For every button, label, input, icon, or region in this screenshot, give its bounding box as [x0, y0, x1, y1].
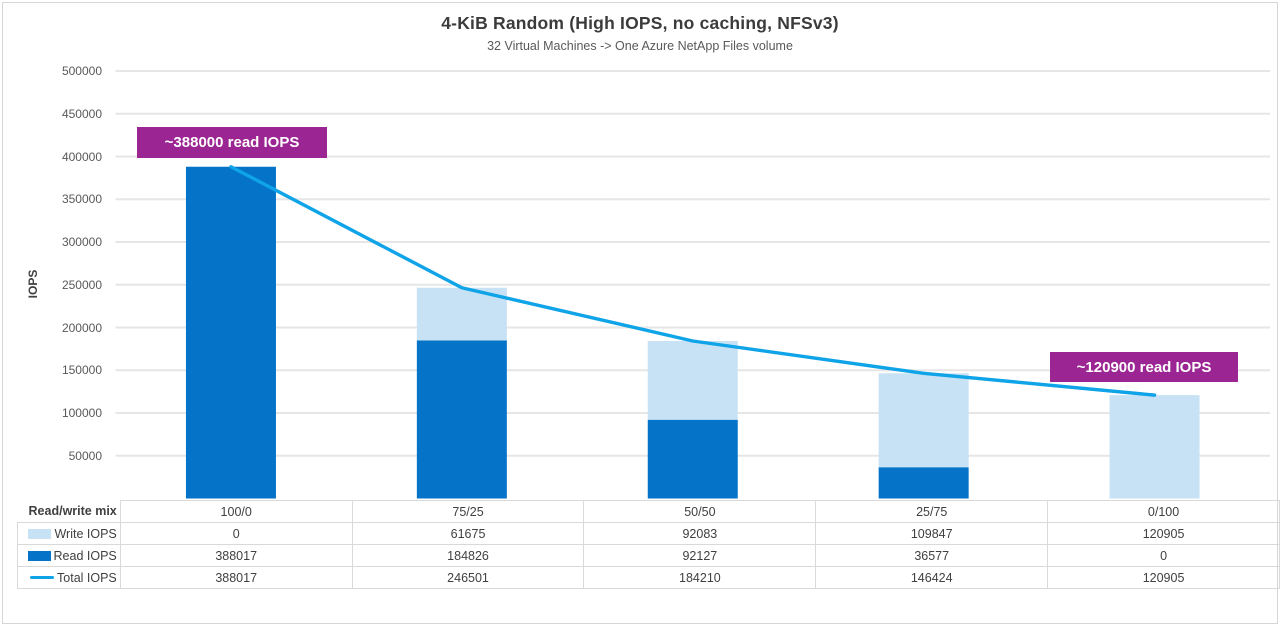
annotation-callout-left: ~388000 read IOPS	[137, 127, 327, 158]
y-tick-label: 400000	[61, 149, 102, 164]
y-tick-label: 500000	[61, 64, 102, 78]
category-cell: 50/50	[583, 500, 817, 523]
category-cell: 25/75	[815, 500, 1049, 523]
read-iops-bar	[878, 467, 969, 499]
y-tick-label: 150000	[61, 363, 102, 378]
value-cell: 92083	[583, 522, 817, 545]
y-tick-label: 450000	[61, 106, 102, 121]
value-cell: 92127	[583, 544, 817, 567]
chart-title: 4-KiB Random (High IOPS, no caching, NFS…	[441, 13, 839, 33]
category-cell: 100/0	[119, 500, 353, 523]
series-label-cell: Write IOPS	[17, 522, 121, 545]
chart-subtitle: 32 Virtual Machines -> One Azure NetApp …	[487, 39, 793, 53]
value-cell: 0	[119, 522, 353, 545]
y-tick-label: 350000	[61, 192, 102, 207]
series-label: Total IOPS	[57, 570, 117, 585]
y-tick-label: 200000	[61, 320, 102, 335]
category-cell: 0/100	[1047, 500, 1280, 523]
value-cell: 146424	[815, 566, 1049, 589]
table-row: Total IOPS 388017 246501 184210 146424 120905	[17, 566, 1280, 589]
y-tick-label: 300000	[61, 235, 102, 249]
read-iops-bar	[185, 166, 276, 499]
value-cell: 388017	[119, 544, 353, 567]
total-iops-line	[229, 165, 1157, 397]
value-cell: 120905	[1047, 566, 1280, 589]
data-table: Read/write mix 100/0 75/25 50/50 25/75 0/100 W…	[17, 500, 1280, 589]
value-cell: 109847	[815, 522, 1049, 545]
value-cell: 36577	[815, 544, 1049, 567]
legend-swatch-write-iops	[28, 528, 52, 539]
read-iops-bar	[647, 419, 738, 499]
series-label: Read IOPS	[53, 548, 117, 563]
series-label: Write IOPS	[54, 526, 117, 541]
read-iops-bar	[416, 340, 507, 499]
value-cell: 0	[1047, 544, 1280, 567]
value-cell: 184826	[351, 544, 585, 567]
write-iops-bar	[878, 373, 969, 468]
table-row: Write IOPS 0 61675 92083 109847 120905	[17, 522, 1280, 545]
value-cell: 246501	[351, 566, 585, 589]
annotation-callout-right: ~120900 read IOPS	[1050, 352, 1238, 382]
mix-header-cell: Read/write mix	[17, 500, 121, 523]
write-iops-bar	[647, 341, 738, 420]
value-cell: 388017	[119, 566, 353, 589]
value-cell: 61675	[351, 522, 585, 545]
category-cell: 75/25	[351, 500, 585, 523]
value-cell: 184210	[583, 566, 817, 589]
series-label-cell: Total IOPS	[17, 566, 121, 589]
y-tick-label: 50000	[68, 448, 102, 463]
legend-swatch-total-iops	[30, 575, 55, 579]
table-row: Read IOPS 388017 184826 92127 36577 0	[17, 544, 1280, 567]
series-label-cell: Read IOPS	[17, 544, 121, 567]
value-cell: 120905	[1047, 522, 1280, 545]
table-row: Read/write mix 100/0 75/25 50/50 25/75 0/100	[17, 500, 1280, 523]
write-iops-bar	[1109, 395, 1200, 499]
write-iops-bar	[416, 287, 507, 341]
legend-swatch-read-iops	[27, 550, 51, 561]
y-tick-label: 100000	[61, 406, 102, 420]
y-tick-label: 250000	[61, 277, 102, 292]
